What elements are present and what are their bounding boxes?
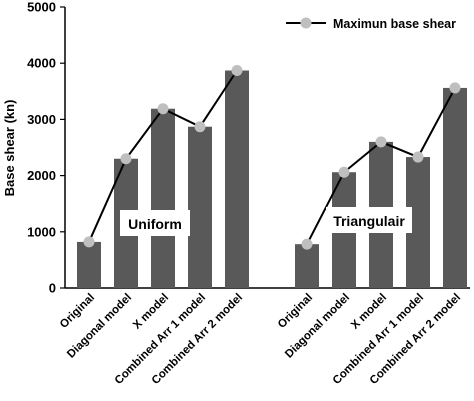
max-base-shear-lines xyxy=(83,65,461,250)
group-label-box xyxy=(120,210,190,236)
category-label: Diagonal model xyxy=(65,292,134,361)
group-label: Triangulair xyxy=(333,213,405,229)
category-label: Diagonal model xyxy=(283,292,352,361)
y-tick-label: 5000 xyxy=(27,0,56,15)
line-marker xyxy=(120,153,132,165)
y-tick-label: 2000 xyxy=(27,168,56,183)
y-axis-label: Base shear (kn) xyxy=(2,100,17,197)
bar xyxy=(443,87,467,288)
line-marker xyxy=(301,238,313,250)
line-marker xyxy=(375,136,387,148)
bars xyxy=(77,70,467,289)
y-tick-label: 0 xyxy=(49,281,56,296)
line-marker xyxy=(449,82,461,94)
y-tick-label: 3000 xyxy=(27,112,56,127)
line-marker xyxy=(338,166,350,178)
legend-marker xyxy=(300,17,312,29)
legend: Maximun base shear xyxy=(286,17,456,31)
bar xyxy=(188,126,212,289)
legend-label: Maximun base shear xyxy=(333,17,456,31)
y-tick-label: 1000 xyxy=(27,224,56,239)
y-tick-label: 4000 xyxy=(27,56,56,71)
line-marker xyxy=(157,103,169,115)
bar xyxy=(77,241,101,288)
bar xyxy=(295,244,319,288)
line-marker xyxy=(231,65,243,77)
line-marker xyxy=(194,121,206,133)
group-label: Uniform xyxy=(128,216,182,232)
line-marker xyxy=(412,151,424,163)
group-labels: Uniform Triangulair xyxy=(120,207,412,236)
line-marker xyxy=(83,236,95,248)
bar xyxy=(151,108,175,288)
bar xyxy=(225,70,249,288)
group-label-box xyxy=(326,207,412,233)
